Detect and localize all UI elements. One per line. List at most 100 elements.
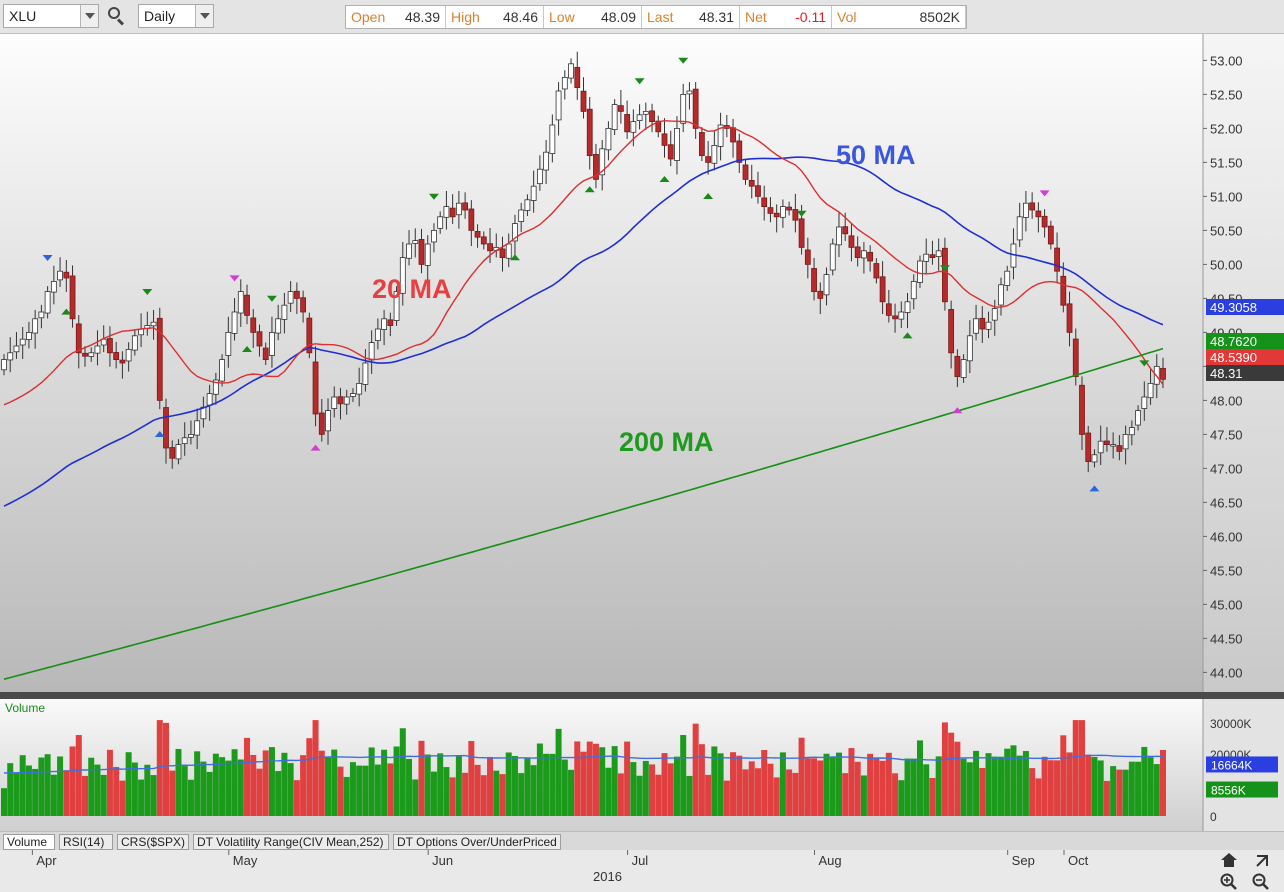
candle[interactable] [649,103,655,133]
candle[interactable] [811,257,817,301]
candle[interactable] [786,201,793,216]
candle[interactable] [1035,202,1042,233]
volume-bar[interactable] [935,756,942,816]
volume-bar[interactable] [898,780,905,816]
volume-bar[interactable] [94,764,101,816]
volume-bar[interactable] [430,771,437,816]
volume-bar[interactable] [1078,720,1085,816]
volume-bar[interactable] [686,775,693,816]
volume-bar[interactable] [325,757,332,816]
candle[interactable] [574,51,581,100]
volume-bar[interactable] [717,753,724,816]
candle[interactable] [530,170,537,213]
candle[interactable] [642,102,649,130]
candle[interactable] [892,303,898,333]
candle[interactable] [1122,425,1129,465]
candle[interactable] [823,267,830,306]
candle[interactable] [82,346,88,367]
candle[interactable] [1110,432,1117,459]
candle[interactable] [13,332,20,359]
candle[interactable] [605,121,612,161]
volume-bar[interactable] [250,754,257,816]
candle[interactable] [287,281,294,312]
volume-bar[interactable] [530,765,537,816]
volume-bar[interactable] [349,762,356,816]
volume-bar[interactable] [1116,769,1123,816]
volume-bar[interactable] [811,758,818,816]
volume-bar[interactable] [698,744,705,816]
indicator-tab-crs-spx[interactable]: CRS($SPX) [117,834,189,850]
candle[interactable] [225,316,232,368]
candle[interactable] [979,306,986,343]
volume-bar[interactable] [256,768,263,816]
candle[interactable] [624,100,631,139]
volume-bar[interactable] [1122,769,1129,816]
volume-bar[interactable] [835,752,842,816]
indicator-tab-rsi-14[interactable]: RSI(14) [59,834,113,850]
volume-bar[interactable] [711,746,718,816]
candle[interactable] [1128,420,1135,446]
indicator-tab-dt-volatility-range-civ-mean-252[interactable]: DT Volatility Range(CIV Mean,252) [193,834,389,850]
volume-bar[interactable] [954,741,961,816]
volume-bar[interactable] [437,753,444,816]
volume-bar[interactable] [798,737,805,816]
volume-bar[interactable] [418,740,425,816]
volume-bar[interactable] [524,758,531,816]
candle[interactable] [406,230,412,266]
candle[interactable] [524,194,531,216]
volume-bar[interactable] [219,757,226,816]
volume-bar[interactable] [312,720,319,816]
volume-bar[interactable] [904,758,911,816]
volume-bar[interactable] [225,760,232,816]
volume-bar[interactable] [268,747,275,816]
candle[interactable] [561,70,568,100]
volume-bar[interactable] [131,762,138,816]
volume-bar[interactable] [487,756,494,816]
volume-bar[interactable] [1066,752,1073,816]
volume-bar[interactable] [1147,757,1154,816]
volume-bar[interactable] [38,757,45,816]
volume-bar[interactable] [748,761,755,816]
candle[interactable] [337,387,344,420]
candle[interactable] [57,257,63,288]
candle[interactable] [449,194,456,224]
candle[interactable] [119,351,126,379]
volume-bar[interactable] [817,760,824,816]
volume-bar[interactable] [642,760,649,816]
volume-bar[interactable] [1,788,7,816]
volume-bar[interactable] [293,780,300,816]
candle[interactable] [412,228,419,258]
candle[interactable] [63,259,70,292]
volume-bar[interactable] [88,757,95,816]
volume-bar[interactable] [823,753,830,816]
volume-bar[interactable] [125,752,132,816]
volume-bar[interactable] [7,763,14,816]
candle[interactable] [667,130,674,167]
volume-bar[interactable] [1016,755,1023,816]
candle[interactable] [755,171,761,204]
volume-bar[interactable] [206,771,213,816]
candle[interactable] [487,228,493,264]
candle[interactable] [480,231,487,250]
candle[interactable] [424,235,431,282]
volume-bar[interactable] [555,728,562,816]
candle[interactable] [661,118,668,158]
candle[interactable] [1097,425,1104,465]
candle[interactable] [923,238,930,274]
volume-bar[interactable] [630,762,637,816]
volume-bar[interactable] [1141,746,1148,816]
volume-bar[interactable] [156,720,163,816]
volume-bar[interactable] [692,723,699,816]
volume-bar[interactable] [32,768,39,816]
candle[interactable] [773,204,780,233]
volume-bar[interactable] [1110,766,1117,816]
volume-bar[interactable] [1047,760,1054,816]
volume-bar[interactable] [860,775,867,816]
volume-bar[interactable] [611,746,618,816]
chevron-down-icon[interactable] [80,5,98,27]
volume-bar[interactable] [362,765,369,816]
volume-bar[interactable] [106,749,113,816]
candle[interactable] [848,223,855,262]
volume-bar[interactable] [580,751,587,816]
volume-bar[interactable] [673,756,680,816]
